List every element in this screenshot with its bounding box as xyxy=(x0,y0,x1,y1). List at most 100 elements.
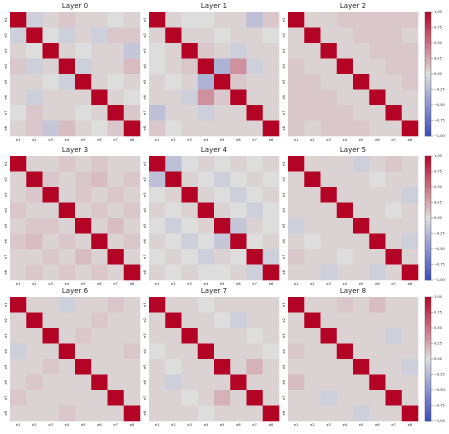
heatmap-cell xyxy=(230,187,247,203)
heatmap-cell xyxy=(75,171,92,188)
x-tick-label: e5 xyxy=(81,282,85,286)
x-tick-label: e8 xyxy=(408,423,412,427)
heatmap-cell xyxy=(353,297,370,313)
y-tick-label: e4 xyxy=(282,207,286,212)
heatmap-cell xyxy=(181,233,199,250)
heatmap-cell xyxy=(369,120,386,137)
colorbar-tick-label: 1.00 xyxy=(434,295,442,299)
heatmap-cell xyxy=(262,328,280,344)
heatmap-cell xyxy=(336,297,354,313)
colorbar-step xyxy=(425,115,431,118)
colorbar-tick-label: −0.50 xyxy=(434,103,445,107)
heatmap-cell xyxy=(181,405,199,422)
x-tick-label: e6 xyxy=(97,138,101,142)
heatmap-cell xyxy=(288,264,305,281)
panel-title: Layer 8 xyxy=(340,287,366,295)
heatmap-cell xyxy=(26,202,43,219)
heatmap-cell xyxy=(214,156,231,172)
colorbar-step xyxy=(425,191,431,194)
colorbar-step xyxy=(425,67,431,71)
heatmap-cell xyxy=(149,312,166,329)
heatmap-cell xyxy=(385,359,403,375)
colorbar-step xyxy=(425,187,431,190)
heatmap-cell xyxy=(107,187,125,203)
heatmap-cell xyxy=(304,359,321,375)
colorbar-step xyxy=(425,36,431,40)
heatmap-cell xyxy=(197,405,215,422)
y-tick-label: e4 xyxy=(4,207,8,212)
y-tick-label: e8 xyxy=(4,411,8,415)
colorbar-step xyxy=(425,408,431,411)
y-tick-label: e8 xyxy=(282,411,286,415)
heatmap-cell xyxy=(320,390,338,406)
heatmap-cell xyxy=(230,249,247,265)
heatmap-cell xyxy=(230,156,247,172)
x-tick-label: e5 xyxy=(359,423,363,427)
x-tick-label: e1 xyxy=(16,423,20,427)
heatmap-cell xyxy=(353,374,370,391)
heatmap-cell xyxy=(369,156,386,172)
colorbar-step xyxy=(425,385,431,389)
heatmap-cell xyxy=(230,264,247,281)
heatmap-cell xyxy=(336,43,354,59)
heatmap-cell xyxy=(123,249,141,265)
heatmap-cell xyxy=(123,74,141,90)
heatmap-cell xyxy=(336,156,354,172)
heatmap-cell xyxy=(304,12,321,28)
heatmap-cell xyxy=(320,58,338,75)
heatmap-cell xyxy=(353,74,370,90)
colorbar-step xyxy=(425,251,431,254)
colorbar-step xyxy=(425,207,431,211)
x-tick-label: e8 xyxy=(130,423,134,427)
heatmap-cell xyxy=(230,233,247,250)
heatmap-cell xyxy=(214,12,231,28)
x-tick-label: e2 xyxy=(310,282,314,286)
heatmap-cell xyxy=(123,27,141,44)
heatmap-cell xyxy=(262,89,280,106)
heatmap-cell xyxy=(91,312,108,329)
heatmap-cell xyxy=(320,171,338,188)
heatmap-cell xyxy=(149,297,166,313)
heatmap-cell xyxy=(262,27,280,44)
y-tick-label: e5 xyxy=(143,80,147,84)
colorbar-tick-label: 0.75 xyxy=(434,311,442,315)
heatmap-cell xyxy=(75,312,92,329)
x-tick-label: e6 xyxy=(375,423,379,427)
y-tick-label: e1 xyxy=(143,303,147,307)
heatmap-cell xyxy=(10,264,27,281)
heatmap-cell xyxy=(165,297,182,313)
heatmap-cell xyxy=(165,120,182,137)
heatmap-cell xyxy=(26,249,43,265)
colorbar-step xyxy=(425,28,431,31)
x-tick-label: e2 xyxy=(171,138,175,142)
colorbar-step xyxy=(425,49,431,52)
y-tick-label: e7 xyxy=(4,396,8,400)
heatmap-cell xyxy=(353,264,370,281)
colorbar-tick-label: −0.50 xyxy=(434,247,445,251)
heatmap-cell xyxy=(91,89,108,106)
x-tick-label: e4 xyxy=(204,282,209,286)
heatmap-cell xyxy=(369,171,386,188)
heatmap-cell xyxy=(165,374,182,391)
heatmap-cell xyxy=(165,359,182,375)
heatmap-cell xyxy=(369,218,386,234)
heatmap-cell xyxy=(10,343,27,360)
heatmap-cell xyxy=(288,89,305,106)
colorbar-step xyxy=(425,242,431,246)
heatmap-cell xyxy=(123,156,141,172)
colorbar-step xyxy=(425,45,431,48)
heatmap-cell xyxy=(10,390,27,406)
colorbar-step xyxy=(425,273,431,277)
heatmap-cell xyxy=(107,171,125,188)
heatmap-cell xyxy=(58,156,76,172)
colorbar-tick-label: 0.25 xyxy=(434,201,442,205)
heatmap-cell xyxy=(214,202,231,219)
heatmap-cell xyxy=(288,187,305,203)
heatmap-cell xyxy=(26,187,43,203)
heatmap-cell xyxy=(123,312,141,329)
heatmap-cell xyxy=(75,328,92,344)
heatmap-cell xyxy=(26,58,43,75)
y-tick-label: e6 xyxy=(4,380,8,384)
heatmap-cell xyxy=(288,390,305,406)
heatmap-cell xyxy=(42,156,60,172)
